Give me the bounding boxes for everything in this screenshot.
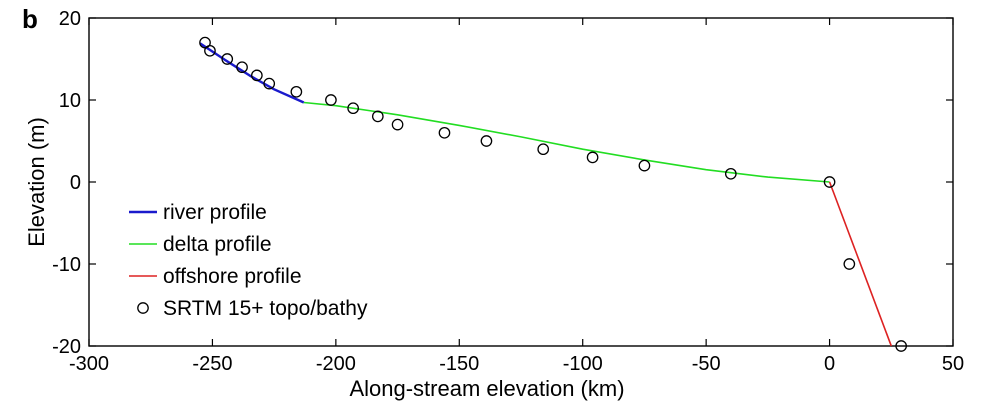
legend-label: offshore profile — [163, 265, 302, 288]
data-point — [586, 151, 599, 164]
data-point — [724, 167, 737, 180]
data-point — [391, 118, 404, 131]
data-point — [290, 85, 303, 98]
data-point — [438, 126, 451, 139]
x-tick-label: -50 — [692, 353, 721, 375]
x-tick-label: 50 — [942, 353, 964, 375]
legend-box — [113, 196, 409, 332]
y-tick-label: 10 — [59, 90, 81, 112]
legend-label: SRTM 15+ topo/bathy — [163, 297, 368, 320]
data-point — [325, 94, 337, 106]
data-point — [638, 159, 651, 172]
legend-label: river profile — [163, 201, 267, 224]
x-tick-label: 0 — [824, 353, 835, 375]
y-tick-label: 20 — [59, 8, 81, 30]
data-point — [204, 44, 216, 57]
data-point — [480, 135, 493, 147]
x-tick-label: -100 — [563, 353, 603, 375]
x-tick-label: -300 — [69, 353, 109, 375]
panel-label: b — [22, 4, 38, 34]
x-tick-label: -200 — [316, 353, 356, 375]
data-point — [347, 102, 359, 115]
data-point — [221, 53, 234, 65]
y-axis-title: Elevation (m) — [24, 117, 49, 247]
data-point — [823, 176, 836, 188]
x-axis-title: Along-stream elevation (km) — [349, 376, 624, 401]
data-point — [537, 143, 550, 156]
x-tick-label: -150 — [439, 353, 479, 375]
x-tick-label: -250 — [192, 353, 232, 375]
y-tick-label: -10 — [52, 254, 81, 276]
y-tick-label: 0 — [70, 172, 81, 194]
data-point — [895, 340, 908, 352]
data-point — [251, 69, 263, 82]
legend-label: delta profile — [163, 233, 272, 256]
data-point — [371, 110, 384, 123]
y-tick-label: -20 — [52, 336, 81, 358]
series-line-delta-profile — [303, 101, 830, 183]
data-point — [236, 61, 248, 74]
series-line-offshore-profile — [828, 181, 893, 347]
data-point — [263, 77, 276, 90]
series-line-river-profile — [199, 42, 305, 104]
data-point — [843, 258, 856, 270]
legend-marker — [137, 302, 149, 314]
